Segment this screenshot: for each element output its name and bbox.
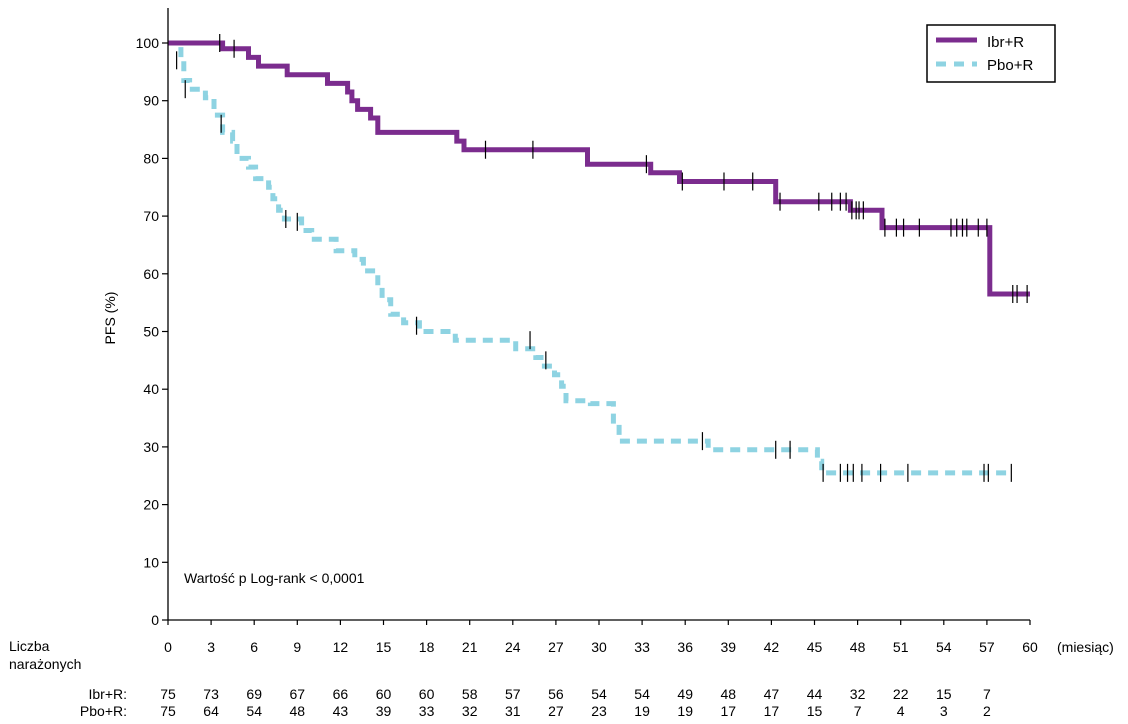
x-tick-label: 54 [936, 639, 952, 655]
x-tick-label: 57 [979, 639, 995, 655]
risk-table-header-1: Liczba [9, 638, 50, 654]
y-tick-label: 70 [143, 208, 159, 224]
risk-value: 32 [850, 686, 866, 702]
risk-value: 15 [807, 703, 823, 719]
y-tick-label: 90 [143, 93, 159, 109]
y-tick-label: 40 [143, 381, 159, 397]
x-tick-label: 15 [376, 639, 392, 655]
risk-value: 58 [462, 686, 478, 702]
risk-value: 47 [764, 686, 780, 702]
risk-value: 69 [246, 686, 262, 702]
axes [162, 8, 1031, 625]
risk-value: 15 [936, 686, 952, 702]
risk-value: 23 [591, 703, 607, 719]
plot-area [168, 34, 1030, 482]
risk-value: 7 [854, 703, 862, 719]
y-tick-label: 100 [136, 35, 160, 51]
x-tick-label: 3 [207, 639, 215, 655]
x-tick-label: 0 [164, 639, 172, 655]
risk-value: 54 [591, 686, 607, 702]
y-tick-label: 60 [143, 266, 159, 282]
risk-value: 54 [634, 686, 650, 702]
risk-value: 2 [983, 703, 991, 719]
legend-box [926, 24, 1056, 83]
risk-value: 39 [376, 703, 392, 719]
risk-value: 27 [548, 703, 564, 719]
risk-value: 33 [419, 703, 435, 719]
x-tick-label: 27 [548, 639, 564, 655]
x-tick-label: 21 [462, 639, 478, 655]
y-tick-label: 10 [143, 554, 159, 570]
x-tick-label: 48 [850, 639, 866, 655]
x-tick-label: 51 [893, 639, 909, 655]
y-tick-label: 50 [143, 324, 159, 340]
risk-row-label-pbo: Pbo+R: [80, 703, 127, 719]
risk-value: 19 [677, 703, 693, 719]
risk-value: 66 [333, 686, 349, 702]
risk-value: 4 [897, 703, 905, 719]
x-tick-label: 30 [591, 639, 607, 655]
legend-label-pbo: Pbo+R [987, 57, 1033, 74]
x-tick-label: 6 [250, 639, 258, 655]
x-tick-label: 45 [807, 639, 823, 655]
series-line-pbo [168, 40, 1012, 476]
risk-value: 64 [203, 703, 219, 719]
x-tick-label: 39 [721, 639, 737, 655]
risk-table-header-2: narażonych [9, 656, 81, 672]
risk-table: Liczba narażonych Ibr+R: Pbo+R: 75 73 69 67… [9, 638, 991, 719]
risk-value: 31 [505, 703, 521, 719]
risk-value: 60 [376, 686, 392, 702]
legend: Ibr+R Pbo+R [926, 24, 1056, 83]
risk-value: 49 [677, 686, 693, 702]
y-tick-label: 30 [143, 439, 159, 455]
x-tick-label: 33 [634, 639, 650, 655]
risk-value: 56 [548, 686, 564, 702]
x-tick-label: 60 [1022, 639, 1038, 655]
risk-value: 54 [246, 703, 262, 719]
risk-row-label-ibr: Ibr+R: [88, 686, 127, 702]
risk-value: 19 [634, 703, 650, 719]
risk-value: 44 [807, 686, 823, 702]
series-line-ibr [168, 40, 1030, 297]
risk-value: 75 [160, 703, 176, 719]
log-rank-annotation: Wartość p Log-rank < 0,0001 [184, 570, 365, 586]
y-axis-title: PFS (%) [102, 292, 118, 345]
risk-value: 22 [893, 686, 909, 702]
risk-value: 7 [983, 686, 991, 702]
x-tick-label: 12 [333, 639, 349, 655]
risk-value: 48 [721, 686, 737, 702]
risk-value: 73 [203, 686, 219, 702]
x-tick-label: 18 [419, 639, 435, 655]
risk-value: 43 [333, 703, 349, 719]
y-tick-label: 0 [151, 612, 159, 628]
y-tick-label: 20 [143, 497, 159, 513]
risk-value: 3 [940, 703, 948, 719]
risk-value: 57 [505, 686, 521, 702]
x-tick-label: 36 [677, 639, 693, 655]
risk-value: 60 [419, 686, 435, 702]
legend-label-ibr: Ibr+R [987, 34, 1024, 51]
x-tick-label: 42 [764, 639, 780, 655]
x-tick-label: 24 [505, 639, 521, 655]
x-axis-unit-label: (miesiąc) [1057, 639, 1114, 655]
risk-values: 75 73 69 67 66 60 60 58 57 56 54 54 49 48 47 44 32 22 15 77… [160, 686, 991, 719]
risk-value: 48 [290, 703, 306, 719]
y-tick-label: 80 [143, 150, 159, 166]
x-tick-label: 9 [293, 639, 301, 655]
risk-value: 17 [721, 703, 737, 719]
risk-value: 75 [160, 686, 176, 702]
risk-value: 32 [462, 703, 478, 719]
risk-value: 17 [764, 703, 780, 719]
risk-value: 67 [290, 686, 306, 702]
